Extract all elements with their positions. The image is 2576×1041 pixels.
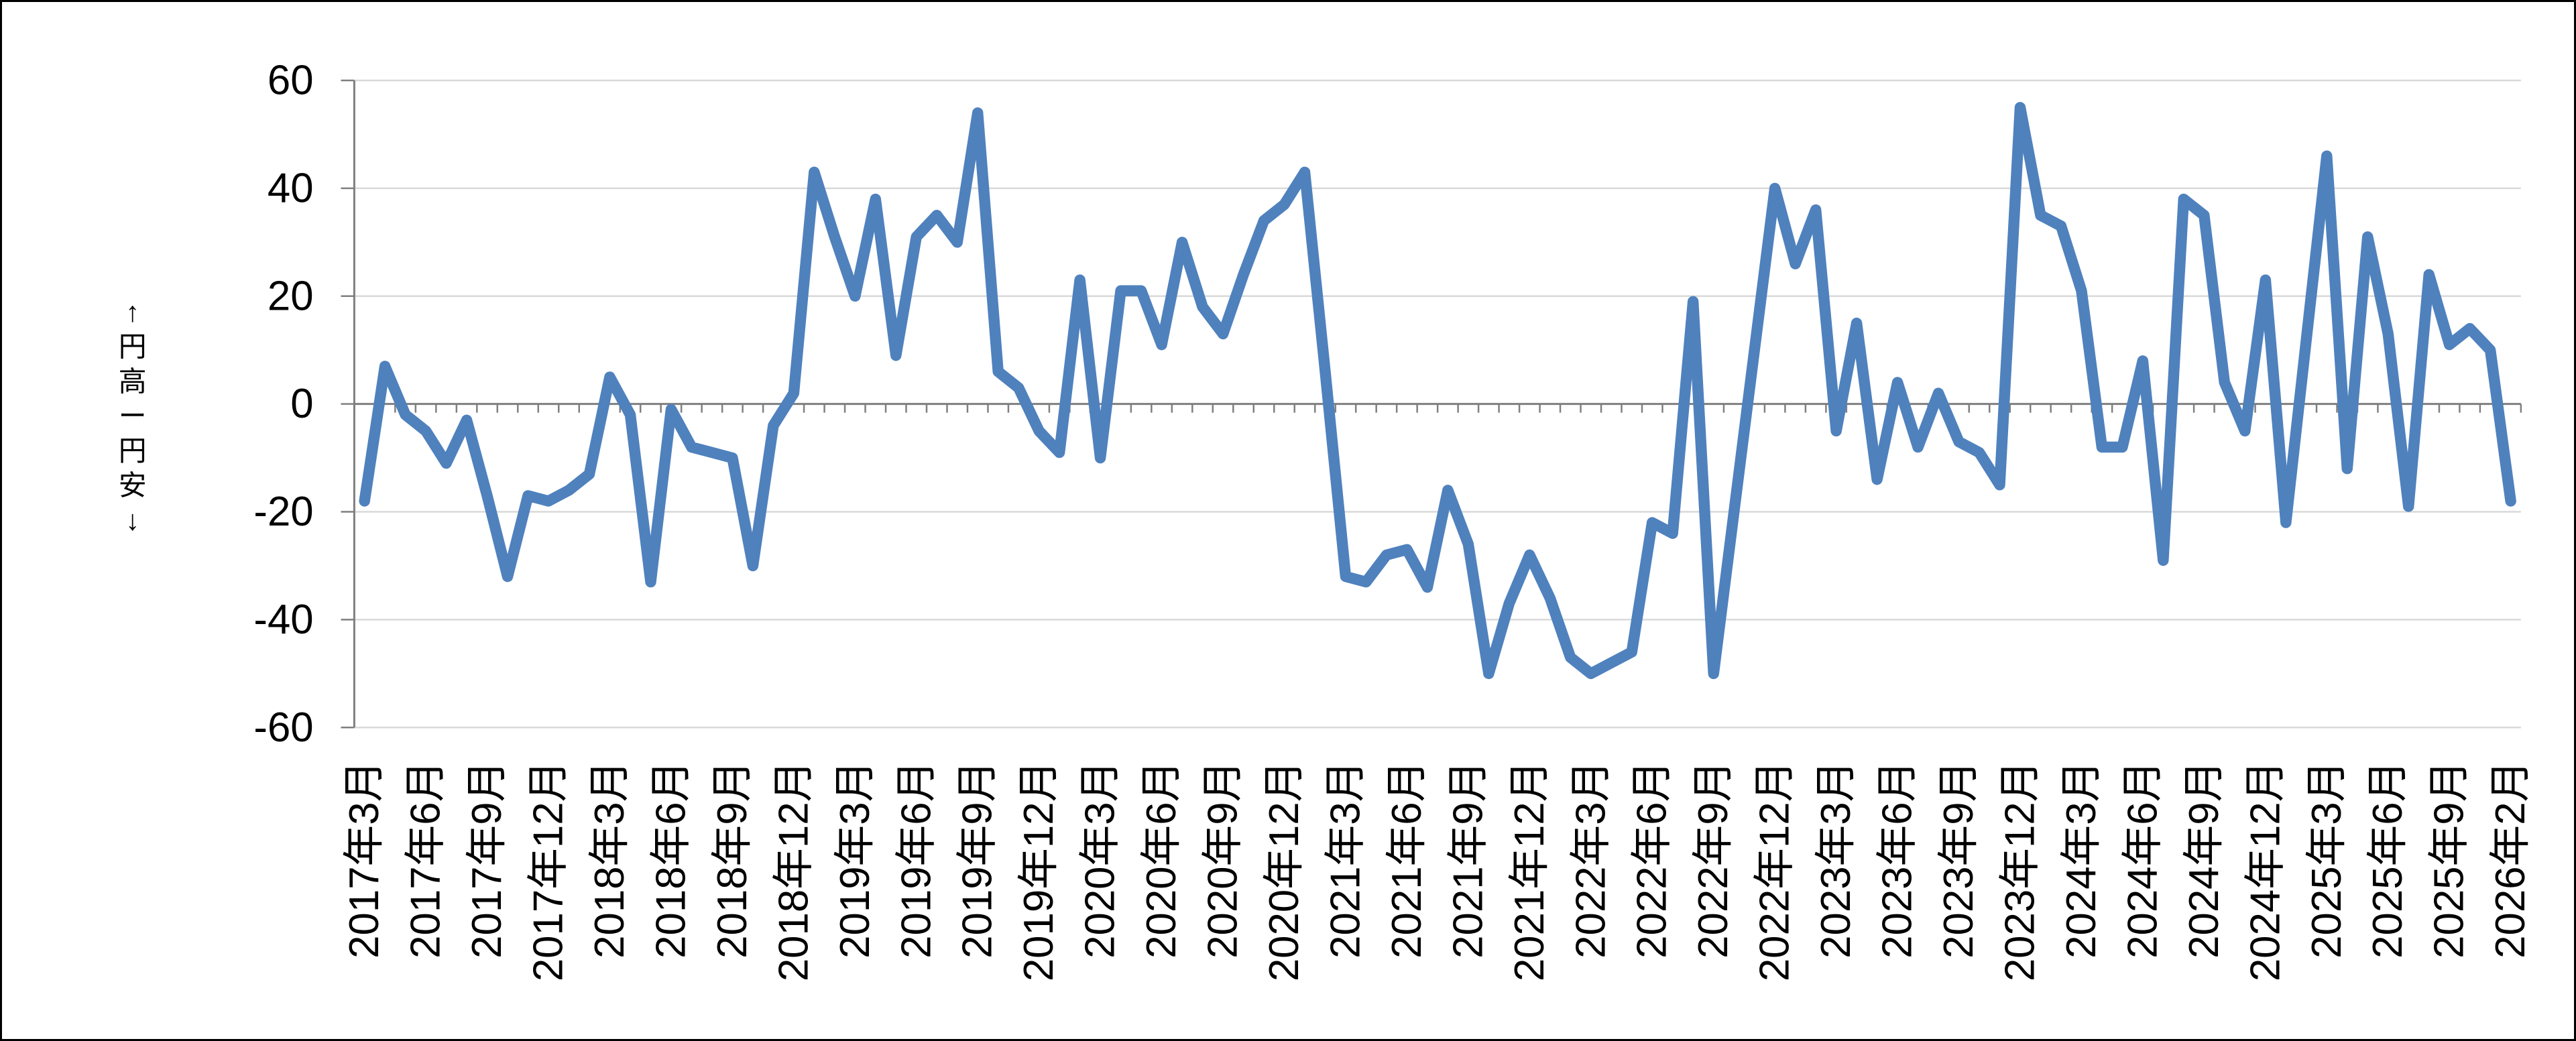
x-tick-label: 2018年6月 xyxy=(648,761,694,959)
x-tick-label: 2022年9月 xyxy=(1690,761,1737,959)
x-tick-label: 2024年6月 xyxy=(2119,761,2166,959)
x-tick-label: 2025年6月 xyxy=(2365,761,2411,959)
y-tick-label: 40 xyxy=(268,165,314,211)
y-tick-label: -40 xyxy=(253,597,313,643)
x-tick-label: 2018年12月 xyxy=(770,761,817,982)
x-tick-label: 2023年6月 xyxy=(1875,761,1921,959)
y-axis-title-char: 高 xyxy=(119,365,147,397)
x-tick-label: 2017年6月 xyxy=(403,761,449,959)
x-tick-label: 2019年12月 xyxy=(1016,761,1062,982)
y-axis-title-char: ↓ xyxy=(125,505,139,536)
di-line-series xyxy=(359,102,2516,680)
y-axis-title-char: 安 xyxy=(119,470,147,501)
x-tick-label: 2023年9月 xyxy=(1936,761,1982,959)
x-tick-label: 2021年6月 xyxy=(1384,761,1430,959)
x-tick-label: 2024年3月 xyxy=(2058,761,2105,959)
x-tick-label: 2019年9月 xyxy=(955,761,1001,959)
y-tick-label: -60 xyxy=(253,705,313,751)
y-axis-title-char: 円 xyxy=(119,435,147,467)
y-tick-label: 0 xyxy=(290,381,313,427)
x-tick-label: 2024年12月 xyxy=(2242,761,2288,982)
x-tick-label: 2021年9月 xyxy=(1445,761,1491,959)
y-axis-title-char: ー xyxy=(119,400,147,432)
x-tick-label: 2019年6月 xyxy=(893,761,939,959)
x-tick-label: 2017年9月 xyxy=(464,761,510,959)
x-tick-label: 2020年3月 xyxy=(1077,761,1124,959)
x-tick-label: 2017年12月 xyxy=(526,761,572,982)
x-tick-label: 2025年3月 xyxy=(2304,761,2350,959)
y-tick-label: -20 xyxy=(253,489,313,535)
x-tick-label: 2018年9月 xyxy=(709,761,756,959)
x-tick-label: 2025年9月 xyxy=(2426,761,2473,959)
x-tick-label: 2017年3月 xyxy=(341,761,388,959)
x-tick-label: 2023年12月 xyxy=(1997,761,2043,982)
x-tick-label: 2023年3月 xyxy=(1813,761,1859,959)
x-tick-label: 2024年9月 xyxy=(2181,761,2227,959)
y-tick-label: 20 xyxy=(268,273,314,319)
y-tick-label: 60 xyxy=(268,58,314,104)
x-tick-label: 2020年12月 xyxy=(1261,761,1307,982)
y-axis-title-char: ↑ xyxy=(125,296,139,328)
x-tick-label: 2022年12月 xyxy=(1752,761,1798,982)
x-tick-label: 2021年12月 xyxy=(1507,761,1553,982)
x-tick-label: 2018年3月 xyxy=(587,761,633,959)
x-tick-label: 2026年2月 xyxy=(2487,761,2534,959)
y-axis-title-char: 円 xyxy=(119,331,147,363)
x-tick-label: 2020年6月 xyxy=(1138,761,1185,959)
x-tick-label: 2022年3月 xyxy=(1568,761,1614,959)
x-tick-label: 2021年3月 xyxy=(1322,761,1368,959)
x-tick-label: 2020年9月 xyxy=(1200,761,1246,959)
x-tick-label: 2019年3月 xyxy=(832,761,878,959)
x-tick-label: 2022年6月 xyxy=(1629,761,1676,959)
